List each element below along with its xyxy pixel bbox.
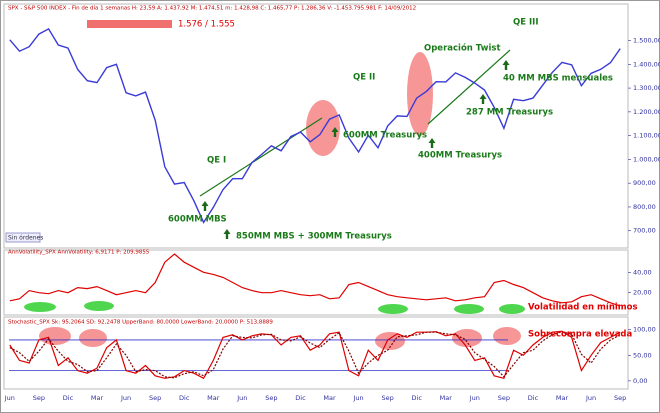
stoch-panel [3, 316, 629, 390]
status: Sin órdenes [8, 235, 43, 242]
panel-header: AnnVolatility_SPX AnnVolatility: 6,9171 … [8, 250, 150, 256]
x-tick-label: Sep [498, 394, 510, 402]
y-tick-label: 50,00 [633, 351, 652, 359]
main-panel [3, 3, 629, 249]
highlight [407, 52, 433, 136]
x-tick-label: Jun [120, 394, 131, 402]
annotation: Volatilidad en mínimos [528, 303, 638, 313]
x-tick-label: Dic [63, 394, 74, 402]
arrow [201, 201, 209, 211]
arrow [331, 127, 339, 137]
vol-highlights [24, 301, 525, 314]
y-tick-label: 1.100,00 [633, 132, 660, 140]
highlight [306, 100, 340, 156]
x-tick-label: Dic [179, 394, 190, 402]
annotation: 1.576 / 1.555 [178, 20, 235, 30]
x-tick-label: Mar [91, 394, 104, 402]
y-tick-label: 1.400,00 [633, 60, 660, 68]
x-tick-label: Dic [295, 394, 306, 402]
annotation: QE I [207, 156, 226, 166]
annotation: 600MM MBS [168, 215, 227, 225]
annotation: QE II [353, 73, 375, 83]
x-tick-label: Jun [469, 394, 480, 402]
series-line [9, 331, 621, 379]
arrow [428, 138, 436, 148]
y-tick-label: 0,00 [633, 377, 647, 385]
series-line [9, 27, 621, 224]
annotation: 850MM MBS + 300MM Treasurys [236, 232, 392, 242]
x-tick-label: Sep [265, 394, 277, 402]
x-tick-label: Jun [236, 394, 247, 402]
series-line [9, 330, 621, 380]
panel-header: SPX - S&P 500 INDEX - Fin de día 1 seman… [8, 5, 416, 12]
y-tick-label: 1.500,00 [633, 37, 660, 45]
x-tick-label: Dic [412, 394, 423, 402]
vol-panel [3, 249, 629, 316]
annotation: Operación Twist [424, 43, 501, 54]
arrow [479, 94, 487, 104]
y-tick-label: 1.200,00 [633, 108, 660, 116]
series-line [9, 253, 621, 307]
x-tick-label: Mar [207, 394, 220, 402]
annotation: 287 MM Treasurys [466, 108, 553, 118]
panel-header: Stochastic_SPX Sk: 95,2064 SD: 92,2478 U… [8, 320, 273, 326]
y-tick-label: 40,00 [633, 268, 652, 276]
y-tick-label: 900,00 [633, 179, 656, 187]
status-box [5, 232, 41, 243]
y-tick-label: 1.300,00 [633, 84, 660, 92]
trend-line [199, 117, 323, 197]
x-tick-label: Sep [382, 394, 394, 402]
annotation: QE III [513, 18, 538, 28]
annotation: Sobrecompra elevada [528, 330, 633, 340]
y-tick-label: 100,00 [633, 326, 656, 334]
x-tick-label: Dic [528, 394, 539, 402]
resistance-bar [87, 20, 172, 28]
y-tick-label: 20,00 [633, 289, 652, 297]
arrow [502, 60, 510, 70]
x-tick-label: Mar [556, 394, 569, 402]
stoch-highlights [39, 327, 521, 350]
trend-line [427, 49, 511, 125]
y-tick-label: 1.000,00 [633, 155, 660, 163]
x-tick-label: Sep [614, 394, 626, 402]
x-tick-label: Jun [4, 394, 15, 402]
annotation: 400MM Treasurys [418, 151, 502, 161]
x-tick-label: Jun [585, 394, 596, 402]
annotation: 600MM Treasurys [343, 131, 427, 141]
x-tick-label: Mar [440, 394, 453, 402]
x-tick-label: Mar [323, 394, 336, 402]
annotation: 40 MM MBS mensuales [503, 74, 613, 84]
arrow [223, 229, 231, 239]
y-tick-label: 700,00 [633, 227, 656, 235]
y-tick-label: 800,00 [633, 203, 656, 211]
x-tick-label: Sep [33, 394, 45, 402]
x-tick-label: Jun [353, 394, 364, 402]
x-tick-label: Sep [149, 394, 161, 402]
